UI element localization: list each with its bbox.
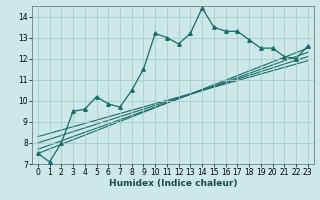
X-axis label: Humidex (Indice chaleur): Humidex (Indice chaleur) [108,179,237,188]
